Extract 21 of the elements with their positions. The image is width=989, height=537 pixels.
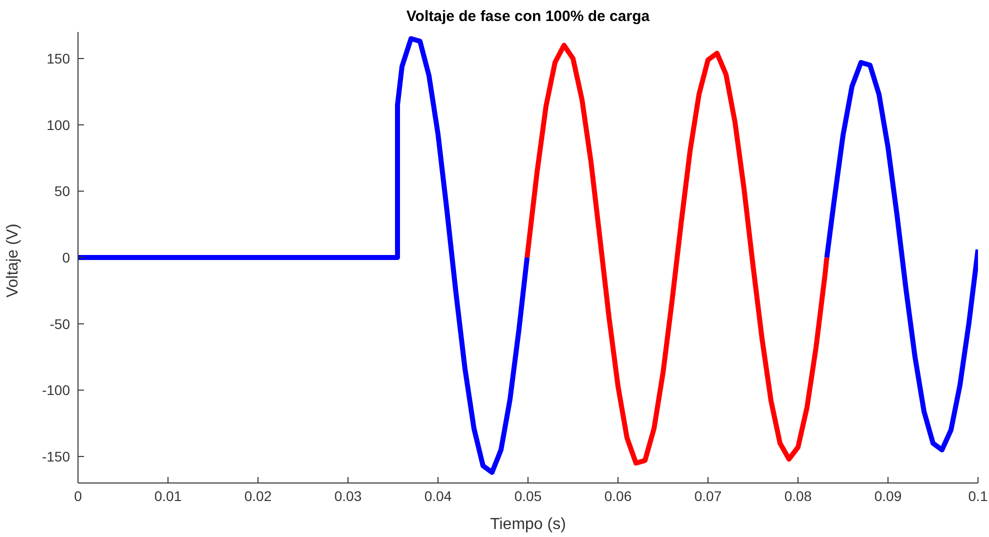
x-tick-label: 0.05: [514, 488, 542, 504]
x-tick-label: 0.01: [154, 488, 182, 504]
x-tick-label: 0.06: [604, 488, 632, 504]
y-tick-label: 100: [46, 116, 70, 133]
x-tick-label: 0.03: [334, 488, 362, 504]
x-tick-label: 0.09: [874, 488, 902, 504]
chart-title: Voltaje de fase con 100% de carga: [405, 8, 651, 25]
x-axis-title: Tiempo (s): [490, 516, 566, 533]
x-tick-label: 0.07: [694, 488, 722, 504]
y-tick-label: 0: [62, 249, 70, 266]
y-tick-label: -150: [42, 448, 70, 464]
x-tick-label: 0.04: [424, 488, 452, 504]
y-axis-title: Voltaje (V): [4, 224, 22, 298]
x-tick-label: 0: [74, 488, 82, 504]
x-tick-label: 0.1: [968, 488, 988, 504]
y-tick-label: 150: [46, 50, 70, 66]
y-tick-label: -100: [42, 382, 70, 398]
y-tick-label: -50: [50, 316, 70, 332]
y-tick-label: 50: [54, 183, 70, 200]
x-tick-label: 0.02: [244, 488, 272, 504]
x-tick-label: 0.08: [784, 488, 812, 504]
